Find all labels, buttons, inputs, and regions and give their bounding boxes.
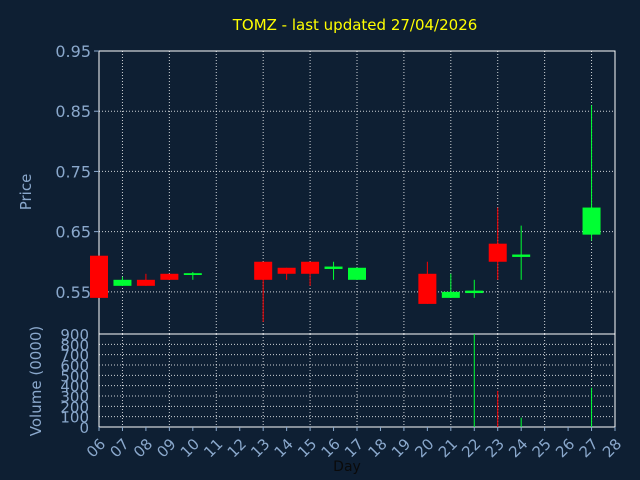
price-tick-label: 0.75 [55,162,91,181]
volume-plot-area [98,333,616,428]
day-tick-label: 25 [529,435,555,461]
day-tick-label: 09 [153,435,179,461]
volume-tick-label: 400 [60,378,89,396]
day-tick-label: 23 [482,435,508,461]
candle-body-down [136,279,155,286]
day-tick-label: 27 [576,435,602,461]
chart-title: TOMZ - last updated 27/04/2026 [232,16,478,34]
candle-body-up [465,290,484,294]
day-tick-label: 15 [294,435,320,461]
day-tick-label: 28 [599,435,625,461]
day-tick-label: 13 [247,435,273,461]
day-tick-label: 08 [130,435,156,461]
day-tick-label: 22 [458,435,484,461]
candle-body-down [160,273,179,280]
day-axis-label: Day [333,459,361,475]
price-panel: 0.95 0.85 0.75 0.65 0.55 [55,42,616,335]
price-tick-label: 0.55 [55,283,91,302]
volume-tick-label: 900 [60,326,89,344]
candle-body-up [348,267,366,280]
candle-body-up [582,207,601,235]
day-tick-label: 17 [341,435,367,461]
day-tick-label: 24 [505,435,531,461]
day-tick-label: 10 [177,435,203,461]
day-tick-label: 12 [224,435,250,461]
volume-tick-label: 500 [60,367,89,385]
candle-body-down [254,261,273,280]
volume-axis-label: Volume (0000) [27,326,45,436]
candle-body-down [418,273,437,304]
volume-tick-label: 700 [60,347,89,365]
day-tick-label: 26 [552,435,578,461]
candle-body-down [301,261,320,274]
candle-body-down [488,243,507,262]
volume-tick-label: 800 [60,336,89,354]
candle-body-up [512,254,531,257]
day-tick-label: 19 [388,435,414,461]
volume-tick-label: 600 [60,357,89,375]
candle-body-up [324,266,343,269]
price-tick-label: 0.85 [55,102,91,121]
day-tick-label: 21 [435,435,461,461]
volume-tick-label: 300 [60,388,89,406]
day-tick-label: 18 [364,435,390,461]
volume-tick-label: 200 [60,398,89,416]
candle-body-up [113,279,132,286]
day-tick-label: 16 [318,435,344,461]
volume-tick-label: 0 [79,419,89,437]
candle-body-down [90,255,108,298]
candle-body-up [441,291,460,298]
day-tick-label: 06 [83,435,109,461]
volume-tick-label: 100 [60,409,89,427]
price-tick-label: 0.95 [55,42,91,61]
candle-body-down [277,267,296,274]
day-tick-label: 20 [411,435,437,461]
price-axis-label: Price [17,174,35,211]
price-tick-label: 0.65 [55,223,91,242]
day-tick-label: 07 [106,435,132,461]
volume-panel: 9008007006005004003002001000060708091011… [60,326,625,461]
day-tick-label: 11 [200,435,226,461]
day-tick-label: 14 [271,435,297,461]
candle-body-up [183,273,202,275]
